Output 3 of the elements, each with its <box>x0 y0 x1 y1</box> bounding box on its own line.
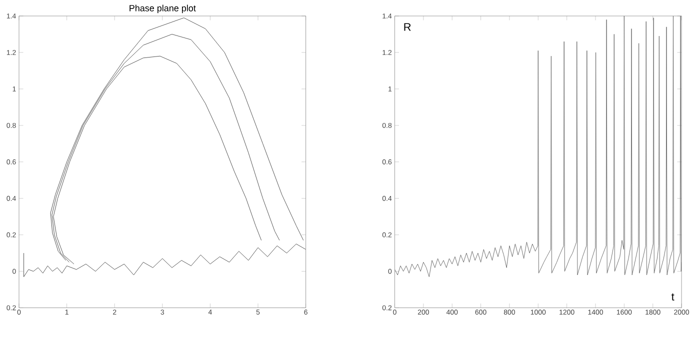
chart-title: Phase plane plot <box>130 4 196 14</box>
y-axis-title: R <box>404 23 411 31</box>
x-axis-title: t <box>672 293 674 301</box>
